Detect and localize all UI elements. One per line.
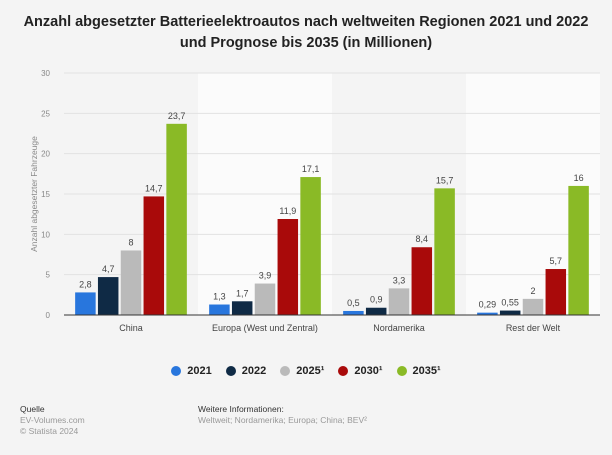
data-label: 8: [128, 237, 133, 247]
source-heading: Quelle: [20, 404, 45, 414]
legend-item[interactable]: 2021: [171, 365, 212, 377]
y-tick-label: 30: [41, 69, 50, 78]
data-label: 1,3: [213, 292, 226, 302]
legend-label: 2035¹: [412, 365, 441, 377]
bar-2025: [388, 288, 410, 315]
source-block: Quelle EV-Volumes.com © Statista 2024: [20, 404, 85, 437]
data-label: 5,7: [550, 256, 563, 266]
source-link[interactable]: EV-Volumes.com: [20, 415, 85, 425]
x-tick-label: Nordamerika: [373, 323, 425, 333]
bar-2030: [411, 247, 433, 315]
data-label: 2,8: [79, 279, 92, 289]
bar-2022: [231, 301, 253, 315]
legend-dot-icon: [171, 366, 182, 376]
bar-2030: [277, 219, 299, 315]
info-heading: Weitere Informationen:: [198, 404, 284, 414]
y-tick-label: 0: [46, 311, 51, 320]
y-tick-label: 15: [41, 190, 50, 199]
bar-2022: [365, 307, 387, 315]
legend-label: 2021: [187, 365, 212, 377]
bar-chart: 0 5 10 15 20 25 30 Anzahl abgesetzter Fahrzeuge…: [29, 69, 600, 333]
y-tick-label: 5: [46, 271, 51, 280]
legend-label: 2030¹: [354, 365, 383, 377]
bar-2021: [209, 304, 230, 315]
bar-2021: [75, 292, 96, 315]
bar-2030: [143, 196, 165, 315]
legend-dot-icon: [396, 366, 407, 376]
data-label: 1,7: [236, 288, 249, 298]
bar-2025: [120, 250, 142, 315]
bar-2022: [97, 277, 119, 315]
bar-2035: [434, 188, 455, 315]
info-text: Weltweit; Nordamerika; Europa; China; BE…: [198, 415, 367, 425]
bar-2021: [343, 310, 364, 315]
data-label: 23,7: [168, 111, 186, 121]
bar-2035: [300, 177, 321, 315]
data-label: 0,5: [347, 298, 360, 308]
y-tick-label: 20: [41, 150, 50, 159]
title-line-2: und Prognose bis 2035 (in Millionen): [179, 35, 433, 51]
x-tick-label: China: [119, 323, 143, 333]
data-label: 3,9: [259, 271, 272, 281]
bar-2025: [522, 298, 544, 315]
data-label: 4,7: [102, 264, 115, 274]
data-label: 0,9: [370, 295, 383, 305]
data-label: 14,7: [145, 183, 163, 193]
x-tick-label: Rest der Welt: [506, 323, 561, 333]
legend-dot-icon: [338, 366, 349, 376]
bar-2021: [477, 312, 498, 315]
legend-dot-icon: [225, 366, 236, 376]
data-label: 3,3: [393, 275, 406, 285]
title-line-1: Anzahl abgesetzter Batterieelektroautos …: [23, 14, 589, 30]
legend-item[interactable]: 2035¹: [396, 365, 441, 377]
bar-2035: [568, 185, 589, 315]
y-tick-label: 25: [41, 109, 50, 118]
legend-item[interactable]: 2025¹: [280, 365, 324, 377]
bar-2035: [166, 123, 187, 315]
bar-2030: [545, 269, 567, 315]
legend-dot-icon: [280, 366, 291, 376]
legend-label: 2025¹: [296, 365, 325, 377]
legend: 2021 2022 2025¹ 2030¹ 2035¹: [0, 365, 612, 377]
data-label: 2: [530, 286, 535, 296]
bar-2025: [254, 283, 276, 315]
y-tick-label: 10: [41, 230, 50, 239]
data-label: 16: [574, 173, 584, 183]
legend-item[interactable]: 2030¹: [338, 365, 383, 377]
chart-title: Anzahl abgesetzter Batterieelektroautos …: [0, 12, 612, 54]
data-label: 8,4: [416, 234, 429, 244]
data-label: 17,1: [302, 164, 320, 174]
x-tick-label: Europa (West und Zentral): [212, 323, 318, 333]
copyright: © Statista 2024: [20, 426, 79, 436]
info-block: Weitere Informationen: Weltweit; Nordame…: [198, 404, 367, 426]
data-label: 0,55: [501, 298, 519, 308]
legend-label: 2022: [241, 365, 267, 377]
data-label: 15,7: [436, 175, 454, 185]
y-axis-label: Anzahl abgesetzter Fahrzeuge: [29, 136, 39, 252]
legend-item[interactable]: 2022: [225, 365, 267, 377]
data-label: 11,9: [279, 206, 296, 216]
data-label: 0,29: [479, 300, 497, 310]
bar-2022: [499, 310, 521, 315]
